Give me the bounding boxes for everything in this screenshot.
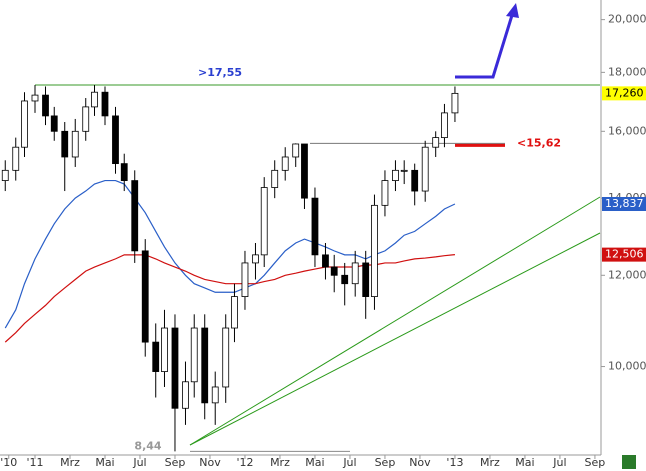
candle-body bbox=[260, 187, 268, 256]
x-tick-label: Mai bbox=[515, 456, 534, 469]
level-label: >17,55 bbox=[198, 66, 242, 79]
moving-average bbox=[4, 254, 456, 343]
candle-body bbox=[381, 180, 389, 206]
candle-body bbox=[351, 262, 359, 285]
x-tick-label: Mrz bbox=[270, 456, 290, 469]
x-tick-label: Mai bbox=[95, 456, 114, 469]
y-tick-label: 18,000 bbox=[608, 65, 646, 78]
candle-body bbox=[322, 254, 329, 268]
candle-body bbox=[152, 341, 160, 372]
arrow bbox=[455, 11, 515, 79]
candle-body bbox=[31, 94, 39, 102]
last-value-label: 17,260 bbox=[605, 86, 644, 99]
candle-body bbox=[190, 327, 198, 383]
last-value-box bbox=[602, 86, 646, 101]
candle-body bbox=[131, 180, 139, 252]
x-tick-label: Mrz bbox=[480, 456, 500, 469]
candle-body bbox=[371, 204, 378, 297]
y-tick-label: 20,000 bbox=[608, 13, 646, 26]
candle-body bbox=[362, 262, 370, 297]
candle-body bbox=[12, 146, 20, 171]
logo bbox=[622, 455, 636, 469]
level-label: <15,62 bbox=[517, 136, 561, 149]
candle-body bbox=[112, 115, 119, 165]
trendline bbox=[189, 232, 601, 446]
candle-body bbox=[42, 94, 49, 117]
x-tick-label: '12 bbox=[236, 456, 253, 469]
candle-body bbox=[211, 386, 219, 404]
x-tick-label: Jul bbox=[552, 456, 566, 469]
candle-body bbox=[101, 91, 109, 117]
last-value-label: 13,837 bbox=[605, 197, 644, 210]
candle-body bbox=[330, 266, 338, 276]
candle-body bbox=[91, 91, 98, 108]
x-tick-label: Jul bbox=[132, 456, 146, 469]
candle-body bbox=[222, 327, 230, 388]
candle-body bbox=[231, 296, 238, 329]
candle-body bbox=[281, 156, 289, 171]
x-tick-label: Sep bbox=[375, 456, 396, 469]
candle-body bbox=[392, 169, 399, 181]
candle-body bbox=[61, 130, 69, 158]
arrow-head bbox=[506, 3, 519, 18]
candle-body bbox=[50, 115, 58, 132]
candle-body bbox=[182, 381, 189, 409]
candle-body bbox=[1, 169, 9, 181]
level-label: 8,44 bbox=[134, 439, 161, 452]
x-tick-label: Mrz bbox=[60, 456, 80, 469]
x-tick-label: '10 bbox=[0, 456, 17, 469]
y-tick-label: 10,000 bbox=[608, 360, 646, 373]
candle-body bbox=[421, 146, 429, 192]
candle-body bbox=[21, 100, 28, 148]
last-value-label: 12,506 bbox=[605, 248, 644, 261]
x-tick-label: Mai bbox=[305, 456, 324, 469]
candle-body bbox=[82, 106, 90, 132]
x-tick-label: Nov bbox=[409, 456, 431, 469]
y-tick-label: 16,000 bbox=[608, 124, 646, 137]
candle-body bbox=[451, 92, 459, 114]
trendline bbox=[189, 196, 601, 446]
x-tick-label: '11 bbox=[26, 456, 43, 469]
candle-body bbox=[241, 262, 249, 297]
candle-body bbox=[141, 250, 149, 343]
candle-body bbox=[252, 254, 259, 264]
candle-body bbox=[201, 327, 209, 404]
candle-body bbox=[292, 143, 300, 158]
candle-body bbox=[301, 143, 308, 199]
moving-average bbox=[4, 179, 456, 329]
x-tick-label: Sep bbox=[585, 456, 606, 469]
candle-body bbox=[432, 137, 440, 148]
candle-body bbox=[171, 327, 179, 409]
candle-body bbox=[441, 112, 448, 139]
candle-body bbox=[161, 327, 168, 372]
x-tick-label: Jul bbox=[342, 456, 356, 469]
candle-body bbox=[311, 197, 319, 256]
last-value-box bbox=[602, 247, 646, 262]
candle-body bbox=[400, 169, 408, 172]
candle-body bbox=[341, 274, 349, 285]
candle-body bbox=[71, 130, 79, 158]
candle-body bbox=[411, 169, 419, 192]
x-tick-label: Sep bbox=[165, 456, 186, 469]
candle-body bbox=[271, 169, 279, 188]
candle-body bbox=[120, 163, 128, 181]
last-value-box bbox=[602, 197, 646, 212]
x-tick-label: Nov bbox=[199, 456, 221, 469]
x-tick-label: '13 bbox=[446, 456, 463, 469]
y-tick-label: 12,000 bbox=[608, 268, 646, 281]
